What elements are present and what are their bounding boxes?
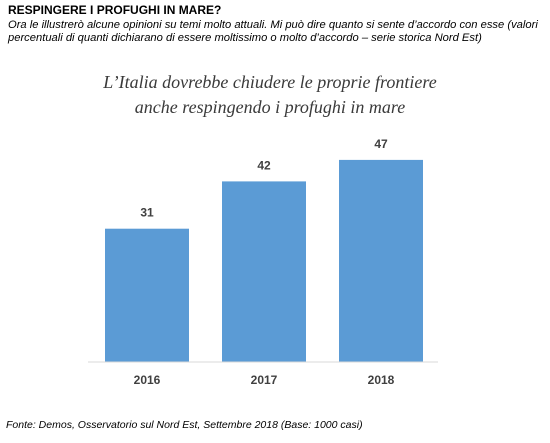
data-label-2018: 47	[374, 137, 388, 151]
data-label-2016: 31	[140, 206, 154, 220]
bar-2017	[222, 181, 306, 362]
category-label-2017: 2017	[251, 373, 278, 387]
bar-2018	[339, 159, 423, 362]
labels-group: 31 2016 42 2017 47 2018	[134, 137, 395, 387]
data-label-2017: 42	[257, 158, 271, 172]
category-label-2018: 2018	[368, 373, 395, 387]
chart-title-line-2: anche respingendo i profughi in mare	[134, 97, 406, 117]
bars-group	[105, 159, 423, 362]
category-label-2016: 2016	[134, 373, 161, 387]
source-note: Fonte: Demos, Osservatorio sul Nord Est,…	[6, 419, 363, 431]
chart-title: L’Italia dovrebbe chiudere le proprie fr…	[60, 70, 480, 120]
question-text: Ora le illustrerò alcune opinioni su tem…	[8, 19, 538, 44]
chart-title-line-1: L’Italia dovrebbe chiudere le proprie fr…	[103, 72, 437, 92]
bar-2016	[105, 228, 189, 362]
page-title: RESPINGERE I PROFUGHI IN MARE?	[8, 3, 222, 17]
